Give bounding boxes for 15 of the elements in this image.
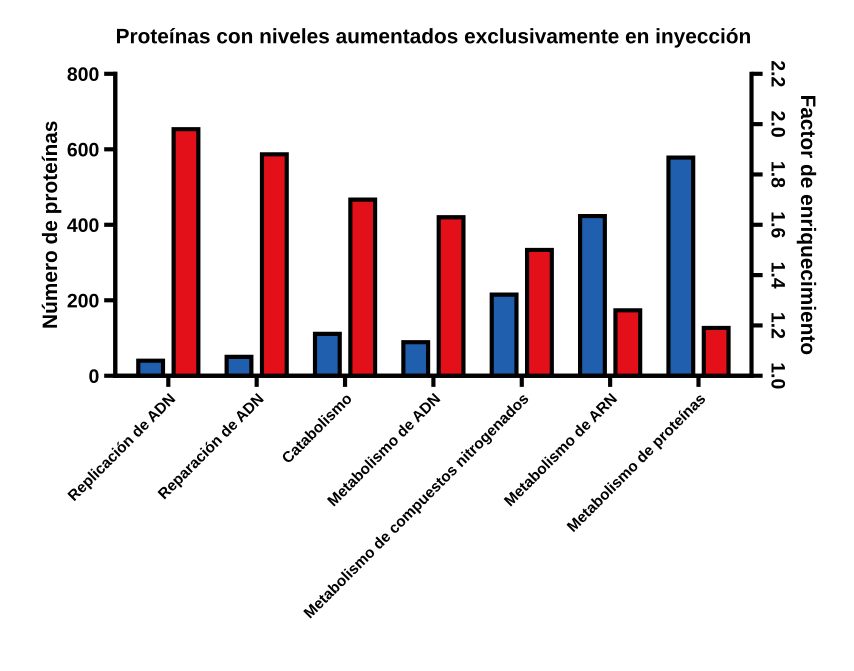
y-tick-label: 800 [67,67,99,82]
y2-tick-label: 2.0 [771,111,786,137]
y2-tick-label: 1.6 [771,212,786,238]
y-tick-label: 400 [67,218,99,232]
y2-tick-label: 1.4 [772,262,785,289]
chart-title: Proteínas con niveles aumentados exclusivamente en inyección [116,28,750,48]
y-tick-label: 600 [68,142,99,157]
y-axis-title: Número de proteínas [42,121,62,328]
y2-tick-label: 2.2 [772,60,786,87]
y-tick-label: 0 [89,369,99,383]
y-tick-label: 200 [68,294,99,308]
y2-tick-label: 1.8 [771,162,786,188]
y2-tick-label: 1.0 [771,363,786,388]
y2-axis-title: Factor de enriquecimiento [796,96,816,354]
y2-tick-label: 1.2 [772,313,786,338]
